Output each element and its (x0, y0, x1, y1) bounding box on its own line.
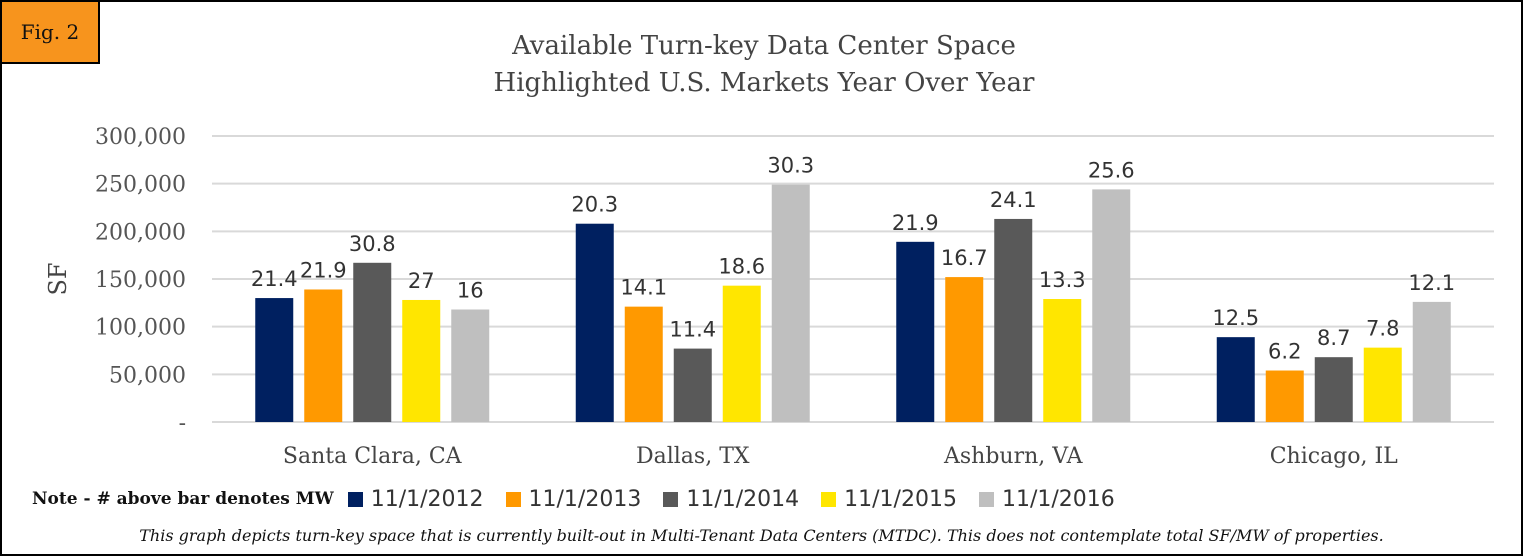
bar-data-label: 12.5 (1212, 306, 1259, 330)
x-tick-label: Santa Clara, CA (283, 444, 463, 469)
legend-label: 11/1/2013 (528, 486, 642, 512)
bar (896, 241, 935, 422)
y-tick-label: 150,000 (95, 268, 186, 293)
bar (1043, 299, 1082, 422)
y-axis-label: SF (44, 262, 72, 295)
bar (624, 306, 663, 422)
y-tick-label: 100,000 (95, 316, 186, 341)
figure-label: Fig. 2 (20, 20, 80, 44)
y-axis-ticks: - 50,000 100,000 150,000 200,000 250,000 300,0… (95, 125, 186, 436)
bar-data-label: 11.4 (669, 318, 716, 342)
bar-data-label: 27 (408, 269, 435, 293)
legend-item: 11/1/2015 (821, 487, 957, 512)
bar (1216, 337, 1255, 422)
bar-data-label: 24.1 (990, 188, 1037, 212)
legend-label: 11/1/2014 (686, 486, 800, 512)
bar (451, 309, 490, 422)
bar (255, 298, 294, 422)
bar-data-label: 14.1 (620, 276, 667, 300)
legend-item: 11/1/2016 (978, 486, 1115, 512)
bar-data-label: 20.3 (571, 193, 618, 217)
bar (353, 262, 392, 422)
footnote: This graph depicts turn-key space that i… (139, 526, 1384, 545)
figure-badge: Fig. 2 (2, 2, 100, 64)
bar-data-label: 25.6 (1088, 158, 1135, 182)
bars (255, 184, 1451, 422)
bar (1363, 347, 1402, 422)
bar-data-label: 21.9 (892, 211, 939, 235)
bar (575, 223, 614, 422)
legend-swatch (347, 491, 363, 507)
legend-swatch (978, 491, 994, 507)
bar (402, 299, 441, 422)
bar-data-label: 6.2 (1268, 340, 1301, 364)
data-labels: 21.4 21.930.827 1620.314.111.418.630.321.9… (251, 154, 1455, 364)
bar (1092, 189, 1131, 422)
y-tick-label: 300,000 (95, 125, 186, 150)
legend-item: 11/1/2013 (505, 486, 642, 512)
bar-data-label: 21.9 (300, 258, 347, 282)
bar (771, 184, 810, 422)
bar (1412, 301, 1451, 422)
bar (722, 285, 761, 422)
bar-data-label: 12.1 (1408, 271, 1455, 295)
bar-data-label: 18.6 (718, 255, 765, 279)
legend-row: Note - # above bar denotes MW 11/1/2012 1… (32, 484, 1137, 514)
mw-note: Note - # above bar denotes MW (32, 489, 334, 509)
chart-title: Available Turn-key Data Center Space (511, 31, 1016, 61)
bar-chart: Available Turn-key Data Center Space Hig… (44, 31, 1494, 469)
legend-item: 11/1/2014 (663, 487, 799, 512)
y-tick-label: 200,000 (95, 220, 186, 245)
legend-label: 11/1/2016 (1001, 486, 1115, 512)
y-tick-label: - (179, 411, 186, 436)
bar (673, 348, 712, 422)
legend-label: 11/1/2012 (370, 486, 484, 512)
bar-data-label: 16 (457, 279, 484, 303)
bar-data-label: 7.8 (1366, 317, 1399, 341)
x-tick-label: Dallas, TX (636, 444, 750, 469)
bar (1314, 357, 1353, 422)
x-axis-ticks: Santa Clara, CA Dallas, TX Ashburn, VA Chic… (283, 444, 1398, 469)
bar (994, 218, 1033, 422)
bar (304, 289, 343, 422)
bar-data-label: 21.4 (251, 267, 298, 291)
bar-data-label: 30.3 (767, 154, 814, 178)
bar (945, 277, 984, 422)
y-tick-label: 250,000 (95, 173, 186, 198)
legend-label: 11/1/2015 (844, 486, 957, 512)
legend-swatch (505, 491, 521, 507)
legend-item: 11/1/2012 (347, 486, 484, 512)
bar-data-label: 8.7 (1317, 326, 1350, 350)
chart-subtitle: Highlighted U.S. Markets Year Over Year (494, 68, 1035, 98)
bar-data-label: 30.8 (349, 232, 396, 256)
legend-swatch (663, 491, 679, 507)
x-tick-label: Chicago, IL (1270, 444, 1398, 469)
bar-data-label: 16.7 (941, 246, 988, 270)
legend: 11/1/2012 11/1/2013 11/1/2014 11/1/2015 11/1… (347, 486, 1137, 512)
y-tick-label: 50,000 (109, 363, 186, 388)
legend-swatch (821, 491, 837, 507)
bar-data-label: 13.3 (1039, 268, 1086, 292)
bar (1265, 370, 1304, 422)
x-tick-label: Ashburn, VA (943, 444, 1084, 469)
